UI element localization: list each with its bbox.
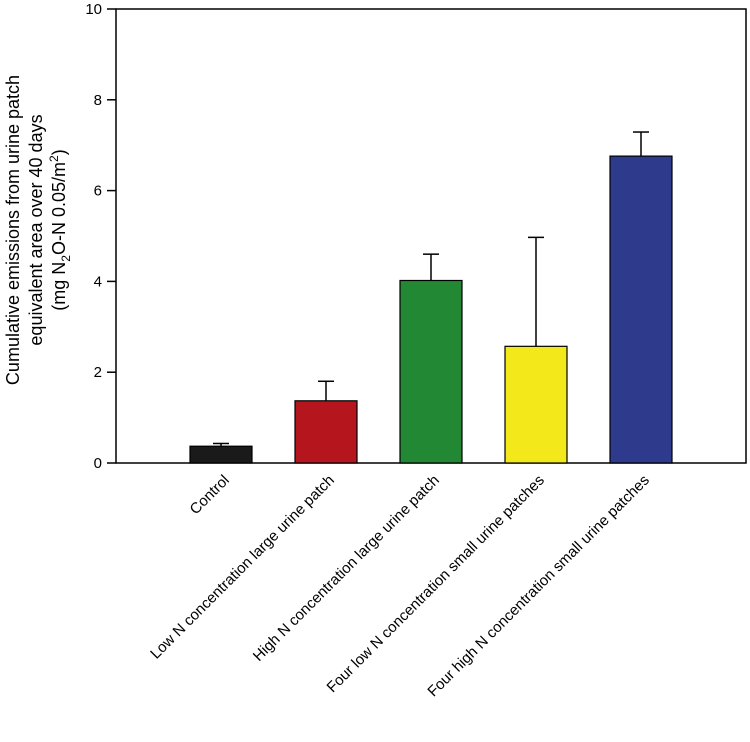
y-axis-label-line3: (mg N2O-N 0.05/m2) [47,149,73,310]
y-axis-label-line3-part3: ) [49,149,69,155]
y-tick-label: 8 [94,92,102,109]
bar-1 [189,445,253,464]
y-axis-label-line2: equivalent area over 40 days [26,114,46,345]
y-tick-label: 2 [94,364,102,381]
y-axis-label-line3-sub: 2 [59,255,73,262]
x-category-label: High N concentration large urine patch [250,472,443,665]
y-axis-label-line3-sup: 2 [47,155,61,162]
y-axis-label-line3-part1: (mg N [49,262,69,311]
y-tick-label: 4 [94,273,102,290]
y-tick-label: 0 [94,455,102,472]
bar-5 [609,155,673,464]
y-axis-label-line3-part2: O-N 0.05/m [49,162,69,255]
x-category-label: Low N concentration large urine patch [147,472,338,663]
x-category-label: Control [187,472,233,518]
y-axis-label-line1: Cumulative emissions from urine patch [3,75,23,385]
bar-3 [399,279,463,464]
y-axis-label: Cumulative emissions from urine patch eq… [3,75,73,385]
bar-4 [504,345,568,464]
y-tick-label: 6 [94,183,102,200]
y-tick-label: 10 [85,1,102,18]
bar-2 [294,400,358,464]
x-category-label: Four low N concentration small urine pat… [324,472,548,696]
x-category-label: Four high N concentration small urine pa… [424,472,652,700]
